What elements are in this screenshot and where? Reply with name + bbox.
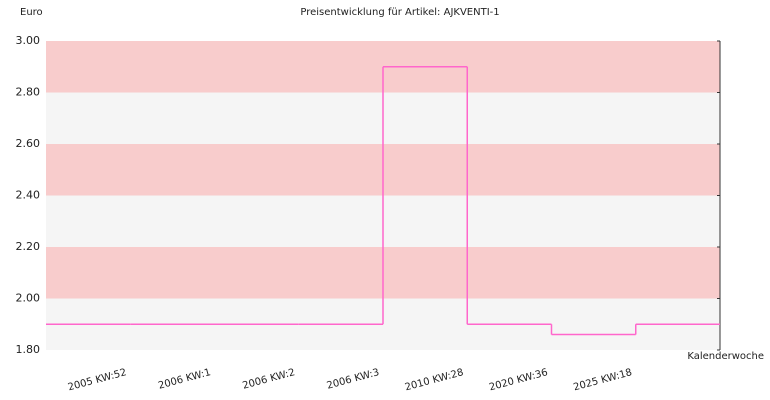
x-tick-label: 2010 KW:28 [404,367,465,393]
chart-title: Preisentwicklung für Artikel: AJKVENTI-1 [300,7,499,18]
x-axis-label: Kalenderwoche [687,351,764,362]
x-tick-label: 2025 KW:18 [572,367,633,393]
x-tick-label: 2005 KW:52 [67,367,128,393]
y-tick-label: 3.00 [16,34,41,47]
x-tick-label: 2006 KW:2 [241,367,296,392]
y-axis-label: Euro [20,7,43,18]
x-tick-label: 2020 KW:36 [488,367,549,393]
y-tick-label: 2.80 [16,86,41,99]
x-tick-label: 2006 KW:1 [157,367,212,392]
y-tick-label: 1.80 [16,343,41,356]
y-tick-label: 2.40 [16,189,41,202]
y-tick-label: 2.00 [16,292,41,305]
x-tick-label: 2006 KW:3 [326,367,381,392]
y-tick-label: 2.60 [16,137,41,150]
y-tick-label: 2.20 [16,240,41,253]
